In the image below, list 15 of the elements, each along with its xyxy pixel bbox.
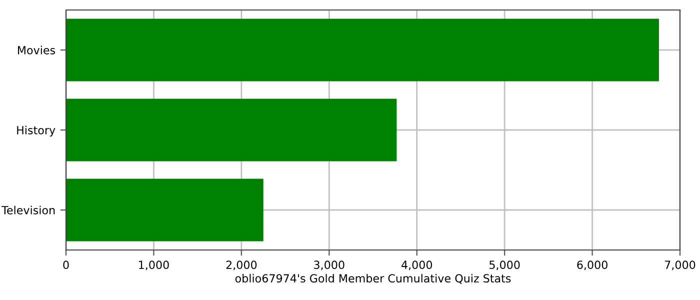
x-tick-label: 1,000	[139, 260, 169, 270]
bar	[66, 178, 264, 242]
y-tick-label: History	[17, 126, 56, 137]
x-tick-label: 3,000	[314, 260, 344, 270]
x-tick-label: 0	[63, 260, 69, 270]
bar	[66, 18, 659, 82]
y-tick-label: Movies	[18, 46, 56, 54]
bar	[66, 98, 397, 162]
y-tick-label: Television	[2, 206, 55, 214]
x-axis-title: oblio67974's Gold Member Cumulative Quiz Stats	[235, 274, 511, 284]
x-tick-label: 4,000	[401, 260, 432, 270]
x-tick-label: 2,000	[226, 260, 257, 270]
x-tick-label: 5,000	[490, 260, 520, 270]
x-tick-label: 7,000	[665, 260, 696, 270]
x-tick-label: 6,000	[577, 260, 608, 270]
